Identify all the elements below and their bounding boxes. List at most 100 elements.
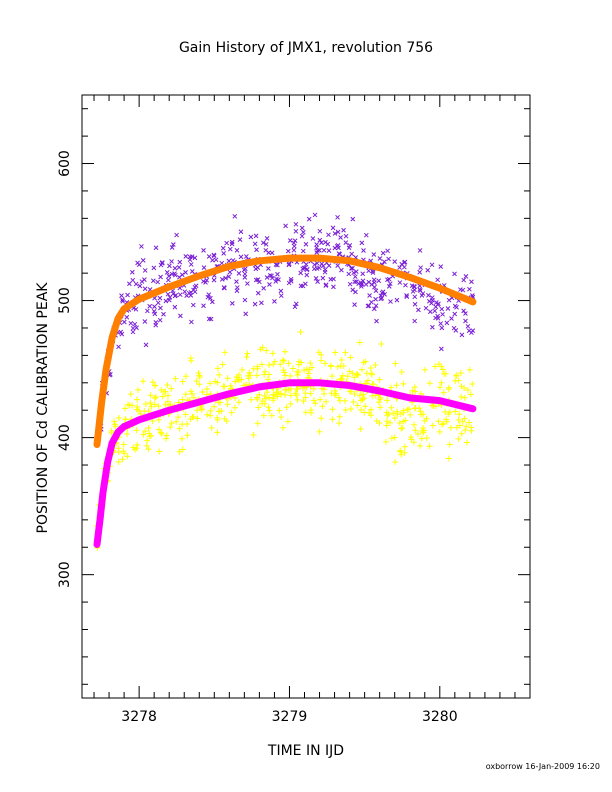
data-point-x xyxy=(299,225,305,231)
data-point-plus xyxy=(224,375,231,382)
data-point-x xyxy=(172,304,178,310)
data-point-plus xyxy=(250,431,257,438)
data-point-plus xyxy=(308,409,315,416)
data-point-plus xyxy=(466,366,473,373)
data-point-plus xyxy=(457,370,464,377)
data-point-x xyxy=(136,262,142,267)
data-point-plus xyxy=(173,418,180,425)
data-point-x xyxy=(401,260,407,266)
data-point-x xyxy=(166,273,172,279)
data-point-x xyxy=(470,328,476,334)
data-point-x xyxy=(460,287,466,293)
data-point-plus xyxy=(168,385,175,392)
data-point-plus xyxy=(276,407,283,414)
data-point-plus xyxy=(409,387,416,394)
data-point-plus xyxy=(271,358,278,365)
data-point-x xyxy=(119,331,125,337)
data-point-x xyxy=(379,295,385,301)
data-point-plus xyxy=(122,416,129,423)
data-point-x xyxy=(386,284,392,289)
data-point-plus xyxy=(436,428,443,435)
data-point-plus xyxy=(336,397,343,404)
data-point-plus xyxy=(289,365,296,372)
data-point-x xyxy=(350,216,356,222)
data-point-x xyxy=(292,304,298,310)
data-point-plus xyxy=(405,405,412,412)
data-point-plus xyxy=(300,398,307,405)
data-point-x xyxy=(382,292,387,297)
data-point-x xyxy=(404,294,410,300)
data-point-plus xyxy=(368,371,375,378)
data-point-plus xyxy=(364,377,371,384)
data-point-x xyxy=(354,279,359,284)
data-point-x xyxy=(241,267,247,273)
data-point-x xyxy=(190,302,196,308)
data-point-x xyxy=(142,319,148,324)
data-point-x xyxy=(314,266,320,271)
data-point-plus xyxy=(204,411,211,418)
data-point-x xyxy=(230,258,236,263)
data-point-x xyxy=(139,244,144,249)
data-point-plus xyxy=(129,402,136,409)
data-point-x xyxy=(353,289,358,295)
data-point-plus xyxy=(441,370,448,377)
data-point-x xyxy=(252,241,258,247)
data-point-x xyxy=(259,300,264,306)
data-point-plus xyxy=(402,417,409,424)
data-point-plus xyxy=(221,415,228,422)
data-point-plus xyxy=(342,407,349,414)
data-point-x xyxy=(142,268,148,273)
data-point-plus xyxy=(124,453,131,460)
data-point-x xyxy=(346,271,352,277)
data-point-plus xyxy=(263,347,270,354)
data-point-plus xyxy=(221,349,228,356)
data-point-x xyxy=(269,273,274,279)
data-point-plus xyxy=(157,429,164,436)
data-point-x xyxy=(209,299,215,305)
data-point-plus xyxy=(287,373,294,380)
data-point-x xyxy=(223,275,228,281)
data-point-plus xyxy=(261,371,268,378)
data-point-x xyxy=(425,267,431,273)
data-point-x xyxy=(130,325,136,331)
data-point-plus xyxy=(167,424,174,431)
data-point-x xyxy=(429,295,435,300)
data-point-plus xyxy=(120,441,127,448)
data-point-x xyxy=(377,256,383,261)
data-point-plus xyxy=(254,363,261,370)
data-point-x xyxy=(178,313,183,319)
data-point-x xyxy=(125,292,130,298)
data-point-x xyxy=(266,266,271,271)
data-point-plus xyxy=(347,406,354,413)
data-point-x xyxy=(219,277,225,282)
data-point-plus xyxy=(315,349,322,356)
data-point-plus xyxy=(317,396,324,403)
data-point-x xyxy=(363,232,369,238)
data-point-plus xyxy=(399,424,406,431)
data-point-x xyxy=(133,306,139,312)
data-point-x xyxy=(410,289,416,294)
data-point-x xyxy=(374,318,379,324)
data-point-x xyxy=(438,264,444,269)
data-point-plus xyxy=(111,418,118,425)
data-point-plus xyxy=(233,374,240,381)
data-point-x xyxy=(261,240,266,246)
data-point-plus xyxy=(416,405,423,412)
data-point-plus xyxy=(151,401,158,408)
data-point-plus xyxy=(417,442,424,449)
data-point-x xyxy=(267,282,272,287)
data-point-plus xyxy=(350,399,357,406)
data-point-plus xyxy=(391,415,398,422)
data-point-plus xyxy=(164,392,171,399)
data-point-plus xyxy=(255,404,262,411)
data-point-x xyxy=(348,265,354,271)
data-point-plus xyxy=(437,384,444,391)
data-point-x xyxy=(298,283,304,289)
data-point-plus xyxy=(383,422,390,429)
data-point-plus xyxy=(377,404,384,411)
data-point-plus xyxy=(187,388,194,395)
data-point-plus xyxy=(204,386,211,393)
data-point-plus xyxy=(246,369,253,376)
data-point-x xyxy=(423,305,429,311)
